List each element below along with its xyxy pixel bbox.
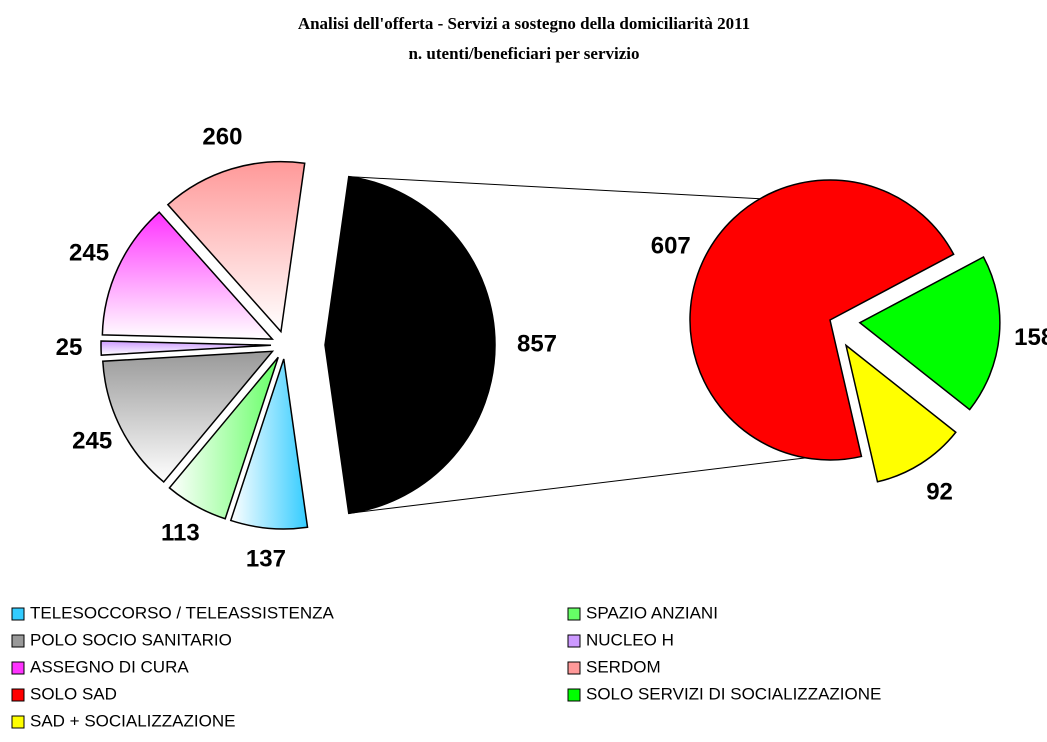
- value-label: 857: [517, 330, 557, 357]
- value-label: 260: [202, 124, 242, 151]
- pie-slice: [100, 340, 272, 356]
- legend-swatch: [11, 715, 25, 729]
- chart-title: Analisi dell'offerta - Servizi a sostegn…: [298, 14, 750, 33]
- legend-label: ASSEGNO DI CURA: [30, 657, 189, 676]
- legend-label: SOLO SERVIZI DI SOCIALIZZAZIONE: [586, 684, 881, 703]
- legend-swatch: [567, 634, 581, 648]
- legend-swatch: [567, 688, 581, 702]
- value-label: 137: [246, 545, 286, 572]
- legend-swatch: [567, 661, 581, 675]
- value-label: 158: [1014, 324, 1047, 351]
- value-label: 245: [69, 240, 109, 267]
- pie-slice: [324, 175, 496, 515]
- pie-slice: [166, 160, 306, 334]
- chart-subtitle: n. utenti/beneficiari per servizio: [408, 44, 639, 63]
- pie-slice: [229, 358, 309, 530]
- legend-swatch: [11, 634, 25, 648]
- legend-label: SERDOM: [586, 657, 661, 676]
- connector-line: [348, 457, 806, 514]
- legend-swatch: [11, 607, 25, 621]
- value-label: 245: [72, 428, 112, 455]
- pie-slice: [844, 343, 957, 483]
- value-label: 25: [56, 334, 83, 361]
- legend-swatch: [11, 688, 25, 702]
- value-label: 92: [926, 479, 953, 506]
- legend-label: SOLO SAD: [30, 684, 117, 703]
- legend-label: POLO SOCIO SANITARIO: [30, 630, 232, 649]
- value-label: 113: [161, 519, 200, 546]
- connector-line: [348, 176, 761, 200]
- pie-slice: [168, 356, 279, 520]
- legend-label: SPAZIO ANZIANI: [586, 603, 718, 622]
- legend-label: NUCLEO H: [586, 630, 674, 649]
- pie-slice: [689, 179, 955, 461]
- legend-label: SAD + SOCIALIZZAZIONE: [30, 711, 235, 730]
- pie-slice: [858, 255, 1001, 411]
- legend-label: TELESOCCORSO / TELEASSISTENZA: [30, 603, 335, 622]
- legend-swatch: [11, 661, 25, 675]
- pie-slice: [101, 211, 275, 340]
- legend-swatch: [567, 607, 581, 621]
- value-label: 607: [651, 233, 691, 260]
- pie-slice: [101, 350, 275, 483]
